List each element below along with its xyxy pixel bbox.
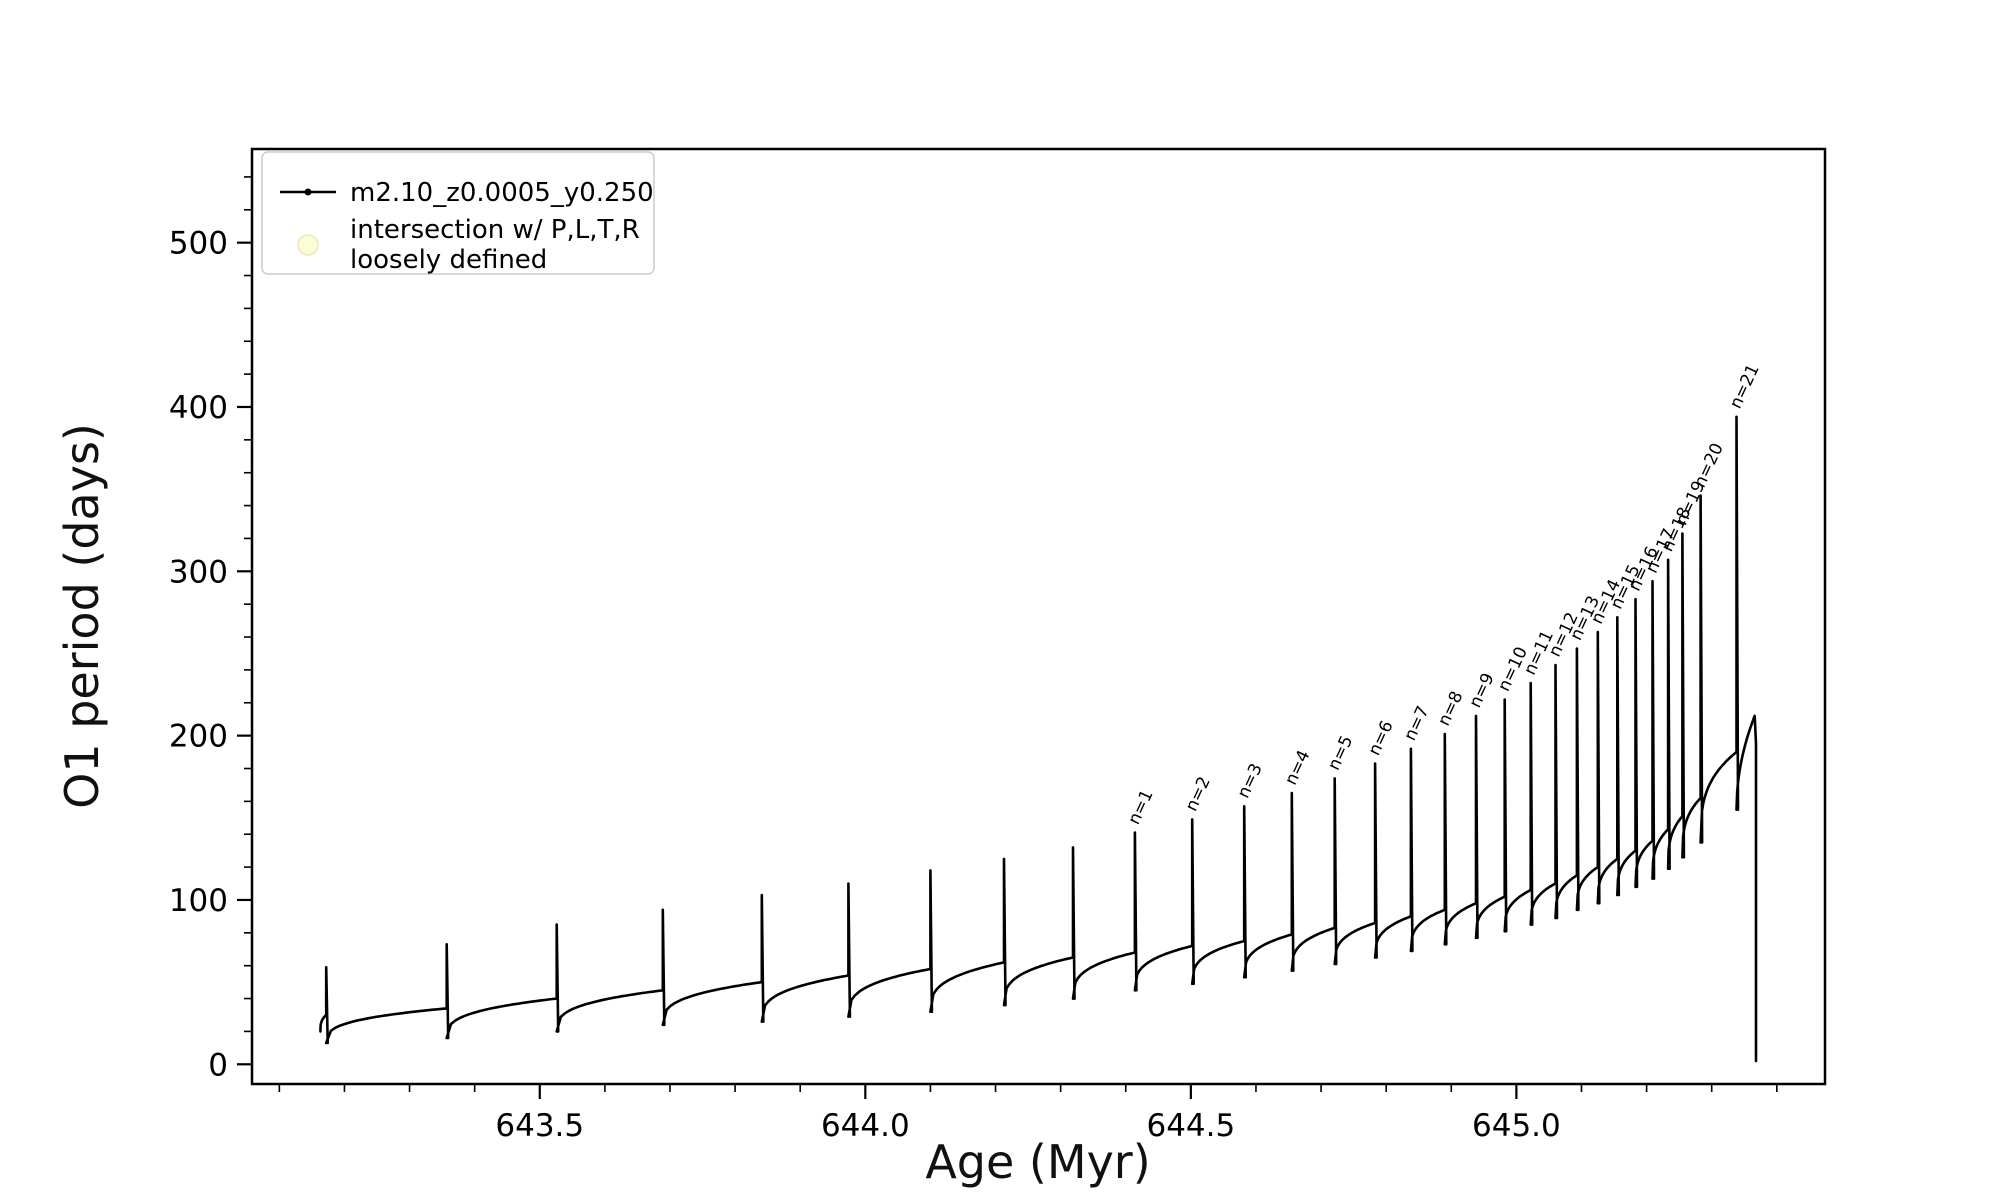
x-tick-label: 643.5 <box>495 1108 584 1144</box>
spike-annotation: n=6 <box>1365 718 1398 759</box>
spike-annotation: n=8 <box>1434 688 1467 729</box>
y-tick-label: 0 <box>208 1047 228 1083</box>
spike-annotation: n=20 <box>1690 440 1728 491</box>
spike-annotation: n=21 <box>1726 361 1764 412</box>
y-tick-label: 500 <box>169 226 228 262</box>
data-series <box>319 415 1758 1063</box>
spike-annotation: n=5 <box>1324 733 1357 774</box>
y-tick-label: 200 <box>169 719 228 755</box>
legend-label-intersection-line1: intersection w/ P,L,T,R <box>350 215 640 245</box>
spike-annotation: n=3 <box>1234 760 1267 801</box>
series-line <box>319 415 1758 1063</box>
legend-label-series: m2.10_z0.0005_y0.250 <box>350 178 654 208</box>
y-axis-label: O1 period (days) <box>55 423 109 809</box>
legend: m2.10_z0.0005_y0.250 intersection w/ P,L… <box>261 151 655 275</box>
x-tick-label: 645.0 <box>1472 1108 1561 1144</box>
legend-box <box>261 151 655 275</box>
axes: 643.5 644.0 644.5 645.0 0 100 200 300 400 500 <box>169 147 1827 1144</box>
legend-label-intersection-line2: loosely defined <box>350 245 547 275</box>
x-tick-label: 644.0 <box>821 1108 910 1144</box>
legend-circle-marker <box>297 234 319 256</box>
y-tick-label: 100 <box>169 883 228 919</box>
spike-annotation: n=4 <box>1281 747 1314 788</box>
spike-annotation: n=1 <box>1124 787 1157 828</box>
y-tick-label: 300 <box>169 554 228 590</box>
x-tick-label: 644.5 <box>1146 1108 1235 1144</box>
spike-annotation: n=2 <box>1182 774 1215 815</box>
spike-annotation: n=9 <box>1465 670 1498 711</box>
y-tick-label: 400 <box>169 390 228 426</box>
spike-annotation: n=7 <box>1400 703 1433 744</box>
legend-line-marker-dot <box>304 188 312 196</box>
x-axis-label: Age (Myr) <box>925 1135 1150 1189</box>
plot-border <box>250 147 1827 1086</box>
